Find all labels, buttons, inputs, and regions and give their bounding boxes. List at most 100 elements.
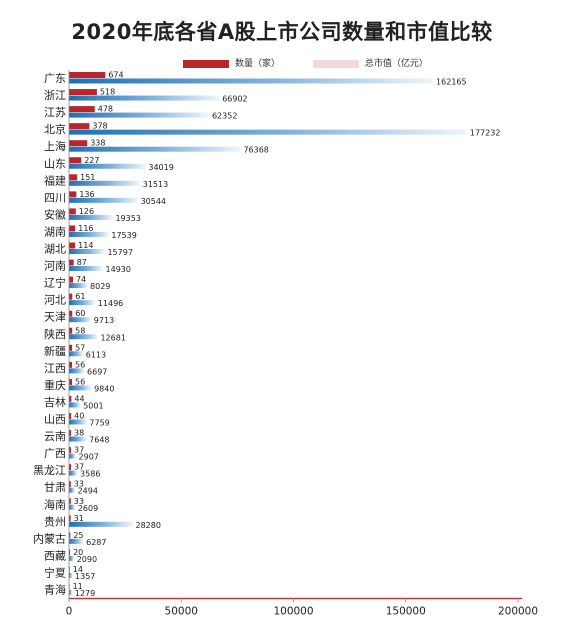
market-cap-value-label: 9713 (94, 316, 114, 325)
province-row: 广东 674 162165 (44, 71, 467, 87)
market-cap-bar (69, 385, 92, 391)
category-label: 北京 (44, 122, 66, 136)
market-cap-bar (69, 555, 74, 561)
market-cap-value-label: 1357 (75, 572, 95, 581)
market-cap-bar (69, 402, 81, 408)
legend-swatch-count (183, 59, 229, 68)
market-cap-value-label: 19353 (115, 214, 140, 223)
legend: 数量（家） 总市值（亿元） (183, 56, 458, 69)
count-bar (69, 276, 73, 283)
count-bar (69, 106, 95, 113)
province-row: 上海 338 76368 (44, 139, 269, 155)
count-bar (69, 208, 76, 215)
legend-label-cap: 总市值（亿元） (364, 59, 428, 69)
market-cap-value-label: 17539 (111, 231, 136, 240)
market-cap-bar (69, 334, 98, 340)
category-label: 吉林 (44, 395, 66, 409)
count-value-label: 87 (77, 258, 87, 267)
market-cap-value-label: 34019 (148, 163, 173, 172)
market-cap-value-label: 9840 (94, 384, 114, 393)
market-cap-value-label: 12681 (100, 333, 125, 342)
count-value-label: 25 (73, 531, 83, 540)
market-cap-value-label: 11496 (98, 299, 123, 308)
market-cap-bar (69, 95, 220, 101)
market-cap-value-label: 2090 (77, 555, 97, 564)
x-tick-label: 100000 (273, 606, 313, 618)
market-cap-value-label: 7759 (89, 419, 109, 428)
count-bar (69, 310, 73, 317)
count-value-label: 338 (90, 139, 105, 148)
category-label: 天津 (44, 311, 66, 324)
count-value-label: 20 (73, 548, 83, 557)
bars-group: 广东 674 162165 浙江 518 66902 江苏 478 62352 北京 378 1772… (33, 71, 500, 599)
count-bar (69, 549, 71, 556)
count-bar (69, 140, 88, 147)
category-label: 辽宁 (44, 276, 66, 290)
category-label: 陕西 (44, 327, 66, 341)
category-label: 广西 (44, 447, 66, 460)
province-row: 陕西 58 12681 (44, 326, 126, 342)
province-row: 辽宁 74 8029 (44, 275, 110, 291)
market-cap-bar (69, 283, 88, 289)
legend-item-cap: 总市值（亿元） (312, 56, 428, 69)
market-cap-value-label: 2494 (78, 487, 98, 496)
category-label: 云南 (44, 430, 66, 443)
province-row: 福建 151 31513 (44, 173, 168, 189)
category-label: 山东 (44, 157, 66, 170)
province-row: 河南 87 14930 (44, 258, 131, 274)
market-cap-value-label: 6287 (86, 538, 106, 547)
province-row: 浙江 518 66902 (44, 88, 248, 104)
market-cap-value-label: 30544 (141, 197, 166, 206)
market-cap-bar (69, 78, 434, 84)
category-label: 新疆 (44, 344, 66, 358)
market-cap-bar (69, 146, 241, 152)
province-row: 北京 378 177232 (44, 122, 500, 138)
count-bar (69, 481, 71, 488)
market-cap-bar (69, 317, 91, 323)
province-row: 云南 38 7648 (44, 429, 110, 445)
market-cap-bar (69, 129, 467, 135)
count-bar (69, 72, 106, 78)
chart-title: 2020年底各省A股上市公司数量和市值比较 (71, 20, 493, 44)
count-value-label: 61 (75, 292, 85, 301)
province-row: 重庆 56 9840 (44, 377, 114, 393)
province-row: 湖北 114 15797 (44, 241, 133, 257)
category-label: 江苏 (44, 106, 66, 119)
count-value-label: 11 (73, 582, 83, 591)
market-cap-value-label: 2907 (79, 453, 99, 462)
count-value-label: 37 (74, 463, 84, 472)
market-cap-bar (69, 163, 146, 169)
category-label: 浙江 (44, 89, 66, 102)
count-bar (69, 532, 71, 539)
province-row: 天津 60 9713 (44, 309, 114, 325)
count-bar (69, 447, 71, 454)
market-cap-value-label: 162165 (436, 78, 467, 87)
count-value-label: 31 (74, 514, 84, 523)
count-value-label: 74 (76, 275, 86, 284)
category-label: 贵州 (44, 515, 66, 528)
market-cap-bar (69, 197, 138, 203)
market-cap-bar (69, 521, 133, 527)
market-cap-bar (69, 351, 83, 357)
count-bar (69, 89, 97, 96)
province-row: 山东 227 34019 (44, 156, 174, 172)
market-cap-value-label: 7648 (89, 436, 109, 445)
count-value-label: 40 (74, 412, 84, 421)
market-cap-value-label: 66902 (222, 95, 247, 104)
market-cap-bar (69, 300, 95, 306)
count-value-label: 38 (74, 429, 84, 438)
province-row: 贵州 31 28280 (44, 514, 161, 530)
count-value-label: 57 (75, 343, 85, 352)
province-row: 河北 61 11496 (44, 292, 123, 308)
market-cap-value-label: 62352 (212, 112, 237, 121)
market-cap-bar (69, 231, 109, 237)
count-bar (69, 413, 72, 419)
count-bar (69, 123, 90, 130)
count-value-label: 114 (78, 241, 93, 250)
